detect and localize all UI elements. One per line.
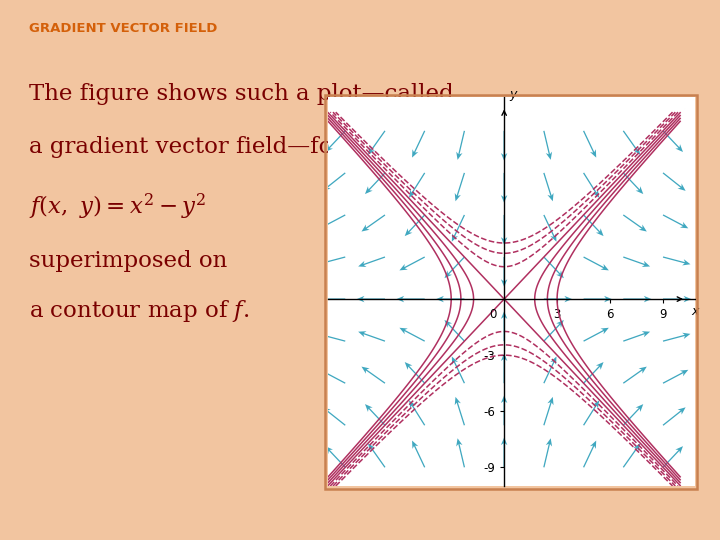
Text: superimposed on: superimposed on xyxy=(29,250,227,272)
Text: The figure shows such a plot—called: The figure shows such a plot—called xyxy=(29,83,454,105)
Text: a gradient vector field—for the function: a gradient vector field—for the function xyxy=(29,137,490,158)
Text: $f(x,\ y) = x^2 - y^2$: $f(x,\ y) = x^2 - y^2$ xyxy=(29,192,206,222)
Text: 0: 0 xyxy=(490,308,497,321)
Text: $x$: $x$ xyxy=(691,305,701,318)
Text: $y$: $y$ xyxy=(510,89,519,103)
Text: GRADIENT VECTOR FIELD: GRADIENT VECTOR FIELD xyxy=(29,22,217,35)
Text: a contour map of $f$.: a contour map of $f$. xyxy=(29,298,249,325)
